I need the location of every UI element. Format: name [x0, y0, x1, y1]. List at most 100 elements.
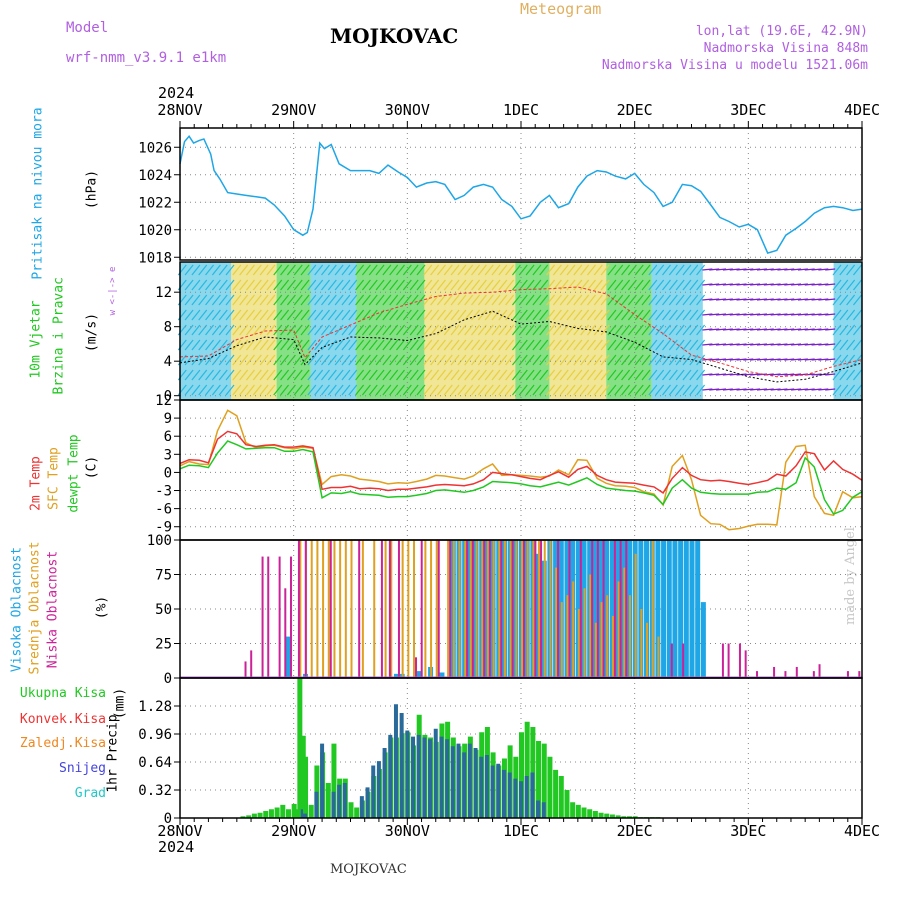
low-cloud-bar	[591, 540, 594, 678]
snow-precip-bar	[507, 772, 512, 818]
wind-barb	[382, 309, 392, 321]
wind-barb	[715, 373, 727, 376]
x-label-bottom: 4DEC	[844, 822, 880, 840]
wind-barb	[743, 373, 754, 376]
total-precip-bar	[632, 816, 638, 818]
wind-barb	[750, 283, 761, 286]
wind-barb	[621, 384, 631, 396]
wind-barb	[457, 384, 467, 396]
mid-cloud-bar	[361, 540, 364, 678]
wind-barb	[239, 324, 249, 336]
wind-barb	[621, 369, 631, 381]
mid-cloud-bar	[628, 595, 631, 678]
wind-barb	[334, 264, 344, 276]
wind-barb	[184, 264, 194, 276]
wind-barb	[525, 339, 535, 351]
wind-barb	[532, 264, 542, 276]
wind-barb	[818, 388, 829, 391]
low-cloud-bar	[670, 643, 673, 678]
wind-barb	[791, 343, 802, 346]
wind-barb	[375, 294, 385, 306]
wind-barb	[361, 339, 371, 351]
wind-barb	[525, 309, 535, 321]
y-tick-label: 1018	[138, 250, 172, 266]
wind-barb	[573, 264, 583, 276]
wind-barb	[361, 384, 371, 396]
wind-barb	[293, 384, 303, 396]
mid-cloud-bar	[492, 540, 495, 678]
wind-barb	[436, 279, 446, 291]
wind-barb	[682, 294, 692, 306]
wind-barb	[825, 388, 836, 391]
wind-barb	[518, 339, 528, 351]
wind-barb	[546, 324, 556, 336]
total-precip-bar	[519, 732, 524, 818]
wind-barb	[191, 279, 201, 291]
wind-barb	[811, 283, 822, 286]
wind-barb	[511, 384, 521, 396]
wind-barb	[600, 384, 610, 396]
wind-barb	[511, 309, 521, 321]
wind-barb	[662, 264, 671, 276]
snow-precip-bar	[422, 737, 427, 818]
wind-barb	[662, 294, 671, 306]
wind-barb	[402, 294, 412, 306]
wind-barb	[662, 384, 671, 396]
wind-barb	[832, 324, 842, 336]
high-cloud-bar	[416, 671, 422, 678]
wind-barb	[293, 339, 303, 351]
wind-barb	[621, 279, 631, 291]
y-tick-label: -3	[155, 484, 172, 500]
wind-barb	[396, 294, 405, 306]
snow-precip-bar	[456, 743, 461, 818]
wind-barb	[532, 384, 542, 396]
wind-barb	[573, 369, 583, 381]
wind-barb	[648, 339, 658, 351]
wind-barb	[791, 298, 802, 301]
wind-barb	[511, 264, 521, 276]
wind-barb	[252, 369, 262, 381]
wind-barb	[689, 279, 699, 291]
high-cloud-bar	[666, 540, 672, 678]
x-label-top: 29NOV	[271, 101, 316, 119]
wind-barb	[655, 384, 665, 396]
wind-barb	[361, 324, 371, 336]
wind-barb	[416, 384, 426, 396]
wind-barb	[593, 264, 603, 276]
wind-barb	[389, 294, 399, 306]
low-cloud-bar	[397, 540, 400, 678]
wind-barb	[614, 264, 624, 276]
wind-barb	[715, 343, 727, 346]
low-cloud-bar	[795, 666, 798, 678]
wind-barb	[532, 354, 542, 366]
wind-barb	[832, 309, 842, 321]
wind-barb	[314, 384, 324, 396]
wind-barb	[286, 369, 296, 381]
wind-barb	[722, 268, 733, 271]
wind-barb	[722, 388, 733, 391]
wind-barb	[756, 358, 768, 361]
wind-barb	[491, 264, 501, 276]
wind-barb	[770, 388, 781, 391]
wind-barb	[368, 354, 378, 366]
wind-barb	[852, 294, 862, 306]
x-label-top: 1DEC	[503, 101, 539, 119]
mid-cloud-bar	[322, 540, 325, 678]
wind-barb	[225, 279, 235, 291]
total-precip-bar	[246, 815, 252, 818]
wind-barb	[702, 298, 713, 301]
total-precip-bar	[581, 807, 587, 818]
wind-barb	[682, 354, 692, 366]
wind-barb	[689, 339, 699, 351]
wind-barb	[621, 264, 631, 276]
wind-barb	[825, 268, 836, 271]
wind-barb	[471, 279, 481, 291]
wind-barb	[471, 384, 481, 396]
wind-barb	[627, 369, 637, 381]
wind-barb	[587, 294, 596, 306]
mid-cloud-bar	[424, 540, 427, 678]
low-cloud-bar	[534, 540, 537, 678]
wind-barb	[423, 294, 433, 306]
wind-barb	[763, 388, 774, 391]
wind-barb	[587, 324, 596, 336]
